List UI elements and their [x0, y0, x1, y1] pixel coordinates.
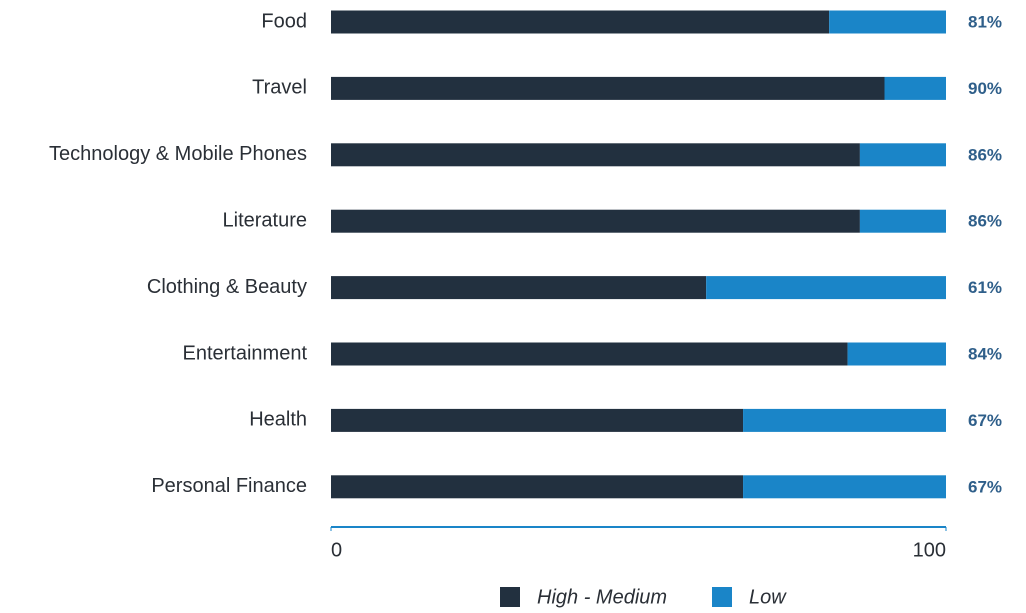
- x-tick-label: 100: [913, 539, 946, 561]
- value-label: 81%: [968, 12, 1002, 31]
- bar-segment: [884, 76, 946, 100]
- legend-label: Low: [749, 586, 787, 608]
- value-label: 86%: [968, 212, 1002, 231]
- category-label: Health: [249, 409, 307, 431]
- bar-segment: [743, 475, 946, 499]
- category-label: Clothing & Beauty: [147, 276, 307, 298]
- bar-segment: [847, 342, 946, 366]
- bar-segment: [331, 209, 860, 233]
- bar-segment: [331, 10, 830, 34]
- x-tick-label: 0: [331, 539, 342, 561]
- category-label: Travel: [252, 77, 307, 99]
- category-label: Entertainment: [182, 342, 307, 364]
- value-label: 67%: [968, 411, 1002, 430]
- value-label: 61%: [968, 278, 1002, 297]
- value-label: 67%: [968, 477, 1002, 496]
- bar-segment: [331, 475, 744, 499]
- category-label: Technology & Mobile Phones: [49, 143, 307, 165]
- bar-segment: [331, 76, 885, 100]
- legend-swatch: [712, 587, 732, 607]
- bar-segment: [706, 276, 946, 300]
- value-label: 90%: [968, 79, 1002, 98]
- bar-segment: [859, 143, 946, 167]
- category-label: Literature: [223, 209, 308, 231]
- bar-segment: [743, 408, 946, 432]
- legend-label: High - Medium: [537, 586, 667, 608]
- bar-segment: [829, 10, 946, 34]
- bar-segment: [331, 143, 860, 167]
- value-label: 86%: [968, 145, 1002, 164]
- legend-swatch: [500, 587, 520, 607]
- bar-segment: [859, 209, 946, 233]
- bar-segment: [331, 276, 707, 300]
- category-label: Personal Finance: [151, 475, 307, 497]
- bar-segment: [331, 408, 744, 432]
- value-label: 84%: [968, 344, 1002, 363]
- bar-segment: [331, 342, 848, 366]
- category-label: Food: [261, 10, 307, 32]
